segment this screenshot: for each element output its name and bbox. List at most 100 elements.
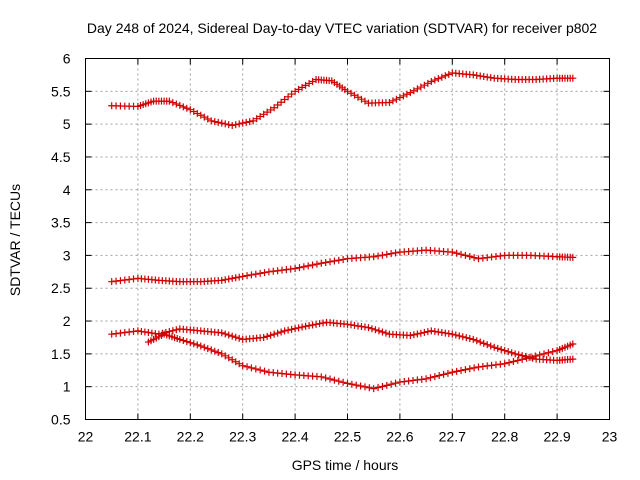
data-point — [483, 341, 491, 349]
data-point — [225, 331, 233, 339]
data-point — [406, 331, 414, 339]
y-tick-label: 4 — [63, 182, 71, 198]
data-point — [295, 264, 303, 272]
data-point — [452, 331, 460, 339]
data-point — [383, 381, 391, 389]
data-point — [469, 335, 477, 343]
data-point — [284, 326, 292, 334]
data-point — [387, 250, 395, 258]
data-point — [232, 333, 240, 341]
data-point — [417, 329, 425, 337]
data-point — [243, 363, 251, 371]
data-point — [448, 368, 456, 376]
y-tick-label: 0.5 — [51, 412, 71, 428]
x-axis-label: GPS time / hours — [292, 457, 399, 473]
data-points — [108, 69, 577, 393]
data-point — [455, 332, 463, 340]
data-point — [247, 364, 255, 372]
data-point — [221, 330, 229, 338]
data-point — [382, 329, 390, 337]
data-point — [267, 331, 275, 339]
x-tick-label: 22.1 — [124, 429, 151, 445]
data-point — [497, 345, 505, 353]
data-point — [438, 73, 446, 81]
data-point — [435, 372, 443, 380]
data-point — [239, 272, 247, 280]
data-point — [378, 251, 386, 259]
data-point — [309, 261, 317, 269]
data-point — [169, 99, 177, 107]
data-point — [270, 330, 278, 338]
data-point — [387, 380, 395, 388]
data-point — [569, 253, 577, 261]
y-tick-label: 3 — [63, 247, 71, 263]
data-point — [459, 333, 467, 341]
data-point — [183, 338, 191, 346]
data-point — [357, 382, 365, 390]
data-point — [466, 365, 474, 373]
y-tick-labels: 0.5 1 1.5 2 2.5 3 3.5 4 4.5 5 5.5 6 — [51, 51, 71, 428]
data-point — [214, 349, 222, 357]
data-point — [225, 275, 233, 283]
chart-title: Day 248 of 2024, Sidereal Day-to-day VTE… — [87, 20, 597, 36]
data-point — [440, 370, 448, 378]
data-point — [242, 118, 250, 126]
axis-ticks — [85, 58, 610, 420]
data-point — [322, 259, 330, 267]
data-point — [352, 381, 360, 389]
data-point — [232, 274, 240, 282]
x-tick-label: 22.7 — [439, 429, 466, 445]
data-point — [252, 365, 260, 373]
data-point — [453, 367, 461, 375]
data-point — [291, 265, 299, 273]
data-point — [228, 332, 236, 340]
data-point — [424, 328, 432, 336]
data-point — [288, 325, 296, 333]
data-point — [243, 272, 251, 280]
y-tick-label: 5.5 — [51, 83, 71, 99]
data-point — [316, 320, 324, 328]
data-point — [330, 257, 338, 265]
data-point — [378, 382, 386, 390]
data-point — [445, 70, 453, 78]
data-point — [549, 348, 557, 356]
data-point — [504, 348, 512, 356]
data-point — [186, 339, 194, 347]
data-point — [256, 366, 264, 374]
data-point — [444, 369, 452, 377]
data-point — [385, 98, 393, 106]
data-point — [431, 76, 439, 84]
data-point — [335, 256, 343, 264]
data-point — [214, 118, 222, 126]
data-point — [403, 90, 411, 98]
data-point — [207, 346, 215, 354]
data-point — [371, 326, 379, 334]
data-point — [291, 325, 299, 333]
data-point — [197, 342, 205, 350]
data-point — [298, 323, 306, 331]
x-tick-label: 22.6 — [386, 429, 413, 445]
data-point — [326, 375, 334, 383]
data-point — [490, 343, 498, 351]
data-point — [361, 383, 369, 391]
x-tick-labels: 22 22.1 22.2 22.3 22.4 22.5 22.6 22.7 22.8 22.9 23 — [78, 429, 618, 445]
data-point — [179, 103, 187, 111]
data-point — [392, 249, 400, 257]
data-point — [239, 119, 247, 127]
data-point — [370, 253, 378, 261]
data-point — [339, 255, 347, 263]
data-point — [176, 335, 184, 343]
data-point — [239, 362, 247, 370]
x-tick-label: 22.9 — [543, 429, 570, 445]
data-point — [378, 328, 386, 336]
data-point — [368, 325, 376, 333]
data-point — [335, 377, 343, 385]
data-point — [300, 263, 308, 271]
data-point — [383, 250, 391, 258]
data-point — [427, 77, 435, 85]
data-point — [540, 350, 548, 358]
data-point — [448, 248, 456, 256]
data-point — [422, 375, 430, 383]
y-tick-label: 1 — [63, 379, 71, 395]
